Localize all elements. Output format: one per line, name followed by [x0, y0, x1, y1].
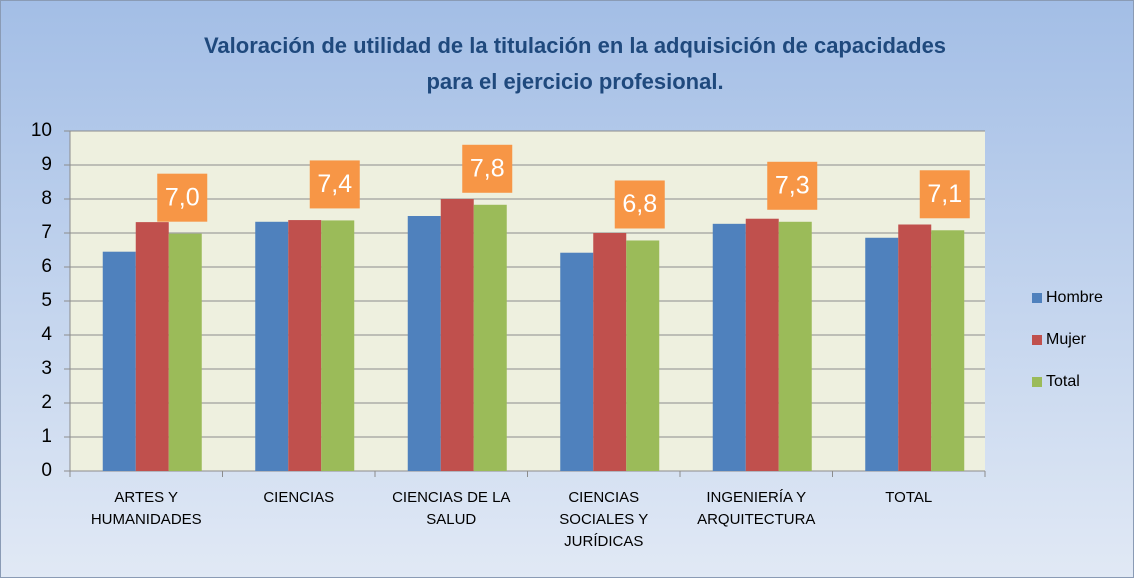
legend-label: Mujer [1046, 331, 1087, 348]
value-label-box [767, 161, 818, 210]
value-label-box [309, 160, 360, 209]
x-tick-label-line: CIENCIAS [263, 489, 334, 506]
bar [473, 204, 507, 471]
x-tick-label-line: CIENCIAS DE LA [392, 489, 510, 506]
value-label: 7,4 [317, 170, 352, 198]
x-tick-label: CIENCIAS [263, 489, 334, 506]
y-tick-label: 9 [41, 154, 52, 175]
x-tick-label-line: TOTAL [885, 489, 932, 506]
bar [865, 237, 899, 471]
bar [745, 218, 779, 471]
bar [593, 233, 627, 471]
value-label: 7,1 [927, 180, 962, 208]
x-tick-label: TOTAL [885, 489, 932, 506]
legend-label: Total [1046, 373, 1080, 390]
value-label-box [919, 170, 970, 219]
y-tick-label: 0 [41, 460, 52, 481]
bar [255, 221, 289, 471]
legend-swatch [1032, 335, 1042, 345]
x-tick-label-line: ARTES Y [114, 489, 178, 506]
chart-title: Valoración de utilidad de la titulación … [204, 33, 946, 58]
bar [168, 233, 202, 471]
y-tick-label: 6 [41, 256, 52, 277]
bar [321, 220, 355, 471]
y-tick-label: 2 [41, 392, 52, 413]
bar [288, 220, 322, 471]
value-label: 7,3 [775, 171, 810, 199]
x-tick-label-line: SALUD [426, 511, 476, 528]
x-tick-label-line: SOCIALES Y [559, 511, 648, 528]
bar [898, 224, 932, 471]
y-tick-label: 7 [41, 222, 52, 243]
value-label: 7,0 [165, 183, 200, 211]
y-tick-label: 3 [41, 358, 52, 379]
legend-swatch [1032, 377, 1042, 387]
x-tick-label: CIENCIAS DE LA SALUD [392, 489, 510, 528]
x-tick-label-line: ARQUITECTURA [697, 511, 815, 528]
value-label-box [157, 173, 208, 222]
value-label-box [462, 144, 513, 193]
bar [778, 221, 812, 471]
x-tick-label: ARTES Y HUMANIDADES [91, 489, 202, 528]
y-tick-label: 10 [31, 120, 52, 141]
bar [931, 230, 965, 471]
x-tick-label: INGENIERÍA Y ARQUITECTURA [697, 489, 815, 528]
bar [560, 252, 594, 471]
bar [712, 223, 746, 471]
x-tick-label-line: HUMANIDADES [91, 511, 202, 528]
legend-swatch [1032, 293, 1042, 303]
x-tick-label-line: CIENCIAS [568, 489, 639, 506]
x-tick-label-line: INGENIERÍA Y [706, 489, 806, 506]
y-tick-label: 8 [41, 188, 52, 209]
y-tick-label: 1 [41, 426, 52, 447]
value-label: 6,8 [622, 190, 657, 218]
bar [440, 199, 474, 471]
x-tick-label: CIENCIAS SOCIALES Y JURÍDICAS [559, 489, 648, 550]
chart-title: para el ejercicio profesional. [426, 69, 723, 94]
x-tick-label-line: JURÍDICAS [564, 533, 643, 550]
bar [135, 222, 169, 471]
bar [626, 240, 660, 471]
legend-label: Hombre [1046, 289, 1103, 306]
y-tick-label: 4 [41, 324, 52, 345]
value-label: 7,8 [470, 154, 505, 182]
bar [102, 251, 136, 471]
value-label-box [614, 180, 665, 229]
y-tick-label: 5 [41, 290, 52, 311]
bar [407, 216, 441, 471]
